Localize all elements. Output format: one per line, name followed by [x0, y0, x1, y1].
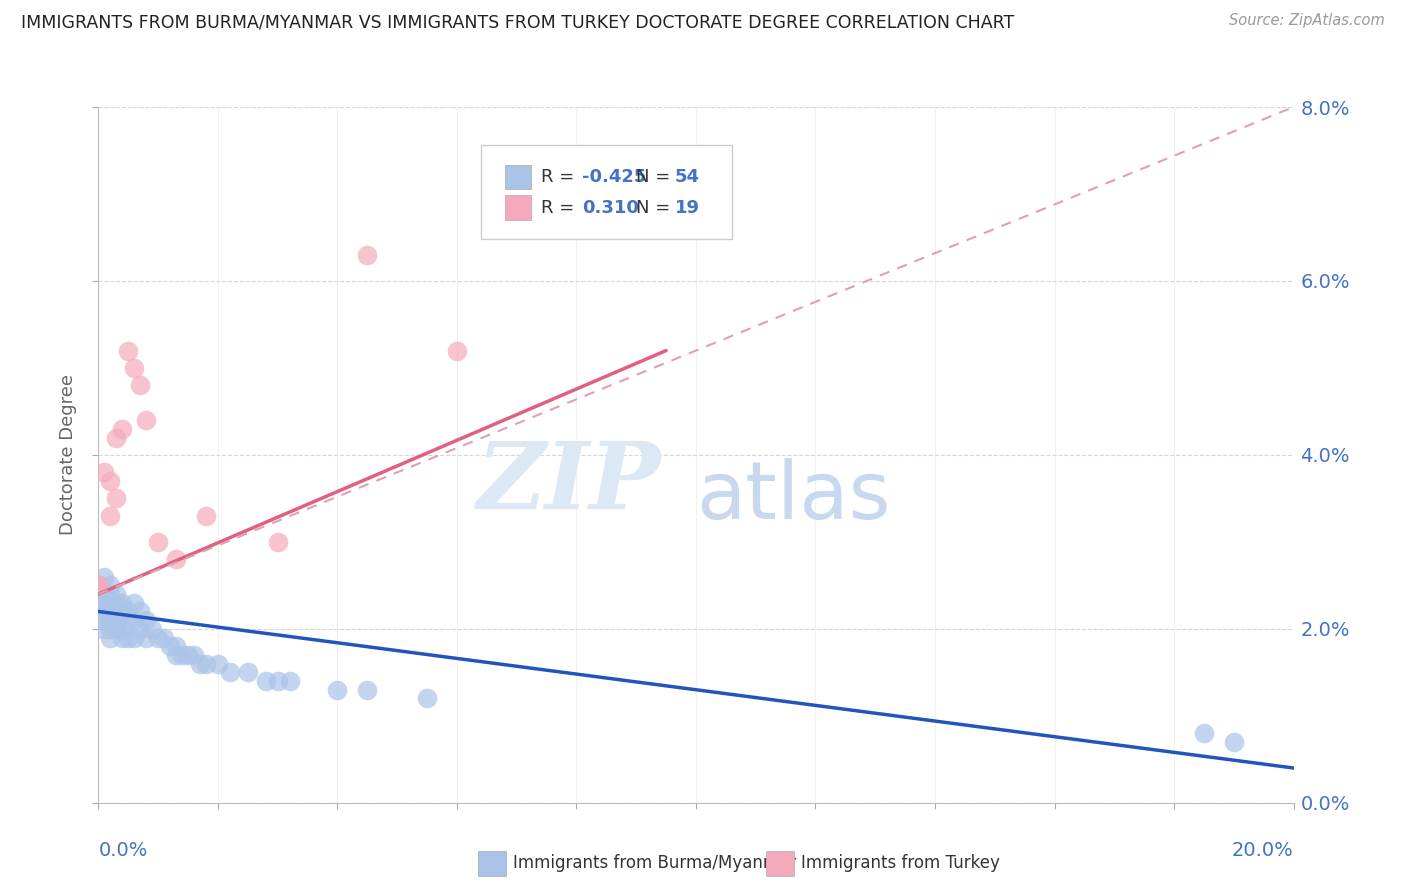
Text: R =: R = [540, 168, 579, 186]
Text: R =: R = [540, 199, 579, 217]
Point [356, 682, 378, 697]
Point [159, 639, 181, 653]
Point [117, 613, 139, 627]
Point [188, 657, 211, 671]
Point [105, 622, 128, 636]
Point [100, 622, 122, 636]
Point [153, 631, 176, 645]
Point [111, 596, 134, 610]
Point [100, 578, 122, 592]
Point [236, 665, 259, 680]
Point [267, 674, 290, 689]
Text: Immigrants from Burma/Myanmar: Immigrants from Burma/Myanmar [513, 855, 796, 872]
Text: ZIP: ZIP [475, 438, 661, 528]
Point [124, 631, 146, 645]
Point [105, 431, 128, 445]
Point [100, 474, 122, 488]
Point [93, 587, 115, 601]
Point [111, 631, 134, 645]
Point [117, 631, 139, 645]
Text: Source: ZipAtlas.com: Source: ZipAtlas.com [1229, 13, 1385, 29]
Text: Immigrants from Turkey: Immigrants from Turkey [801, 855, 1000, 872]
Text: N =: N = [637, 168, 676, 186]
Point [93, 466, 115, 480]
Point [172, 648, 194, 662]
Point [105, 596, 128, 610]
Point [1223, 735, 1246, 749]
Point [105, 587, 128, 601]
Point [183, 648, 205, 662]
FancyBboxPatch shape [481, 145, 733, 239]
Point [93, 596, 115, 610]
Point [111, 422, 134, 436]
Point [87, 596, 110, 610]
Point [177, 648, 200, 662]
Point [129, 605, 152, 619]
Point [135, 631, 157, 645]
Point [207, 657, 229, 671]
Text: -0.425: -0.425 [582, 168, 647, 186]
Point [219, 665, 242, 680]
Text: 54: 54 [675, 168, 699, 186]
Text: 19: 19 [675, 199, 699, 217]
Point [100, 613, 122, 627]
Point [93, 570, 115, 584]
Text: atlas: atlas [696, 458, 890, 536]
Point [124, 613, 146, 627]
Point [105, 491, 128, 506]
Point [93, 605, 115, 619]
Point [141, 622, 163, 636]
Point [117, 343, 139, 358]
Point [105, 613, 128, 627]
Point [416, 691, 439, 706]
Point [135, 613, 157, 627]
Point [195, 508, 218, 523]
Text: 0.310: 0.310 [582, 199, 640, 217]
Point [254, 674, 277, 689]
Point [446, 343, 468, 358]
Text: N =: N = [637, 199, 676, 217]
Point [148, 535, 170, 549]
Point [326, 682, 349, 697]
Point [111, 622, 134, 636]
Point [129, 378, 152, 392]
Point [129, 622, 152, 636]
Point [356, 248, 378, 262]
Point [87, 578, 110, 592]
Point [195, 657, 218, 671]
Point [117, 605, 139, 619]
Point [1192, 726, 1215, 740]
Point [565, 186, 588, 201]
FancyBboxPatch shape [505, 195, 531, 219]
Point [124, 596, 146, 610]
Point [87, 578, 110, 592]
Text: IMMIGRANTS FROM BURMA/MYANMAR VS IMMIGRANTS FROM TURKEY DOCTORATE DEGREE CORRELA: IMMIGRANTS FROM BURMA/MYANMAR VS IMMIGRA… [21, 13, 1014, 31]
Point [165, 639, 187, 653]
Point [100, 587, 122, 601]
Point [148, 631, 170, 645]
Point [135, 413, 157, 427]
Point [87, 578, 110, 592]
Point [165, 648, 187, 662]
Point [100, 508, 122, 523]
Point [165, 552, 187, 566]
Point [93, 622, 115, 636]
Point [100, 631, 122, 645]
Point [278, 674, 301, 689]
Point [124, 360, 146, 375]
Point [93, 613, 115, 627]
Point [267, 535, 290, 549]
Text: 0.0%: 0.0% [98, 841, 148, 860]
FancyBboxPatch shape [505, 165, 531, 189]
Text: 20.0%: 20.0% [1232, 841, 1294, 860]
Point [100, 605, 122, 619]
Y-axis label: Doctorate Degree: Doctorate Degree [59, 375, 77, 535]
Point [111, 605, 134, 619]
